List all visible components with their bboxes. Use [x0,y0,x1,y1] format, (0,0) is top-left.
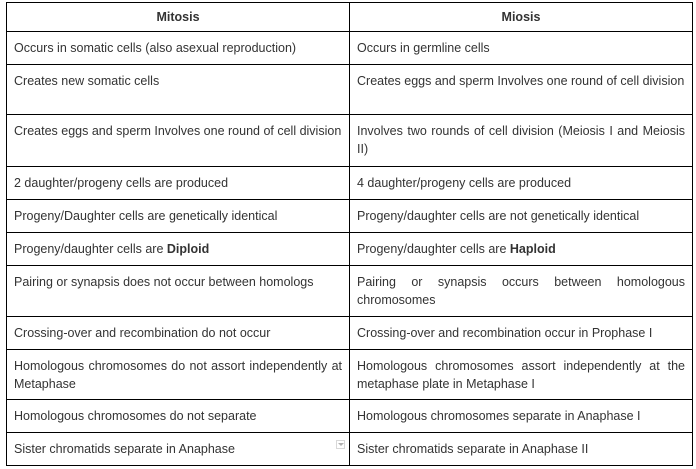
meiosis-cell[interactable]: Pairing or synapsis occurs between homol… [349,265,693,317]
table-row: Homologous chromosomes do not assort ind… [6,349,693,400]
meiosis-cell[interactable]: Crossing-over and recombination occur in… [349,316,693,350]
mitosis-cell[interactable]: Progeny/daughter cells are Diploid [6,232,350,266]
header-row: Mitosis Miosis [6,2,693,32]
table-row: Progeny/Daughter cells are genetically i… [6,199,693,233]
header-mitosis: Mitosis [6,2,350,32]
mitosis-cell[interactable]: 2 daughter/progeny cells are produced [6,166,350,200]
dropdown-arrow-icon[interactable] [336,440,345,449]
mitosis-cell[interactable]: Pairing or synapsis does not occur betwe… [6,265,350,317]
mitosis-cell[interactable]: Progeny/Daughter cells are genetically i… [6,199,350,233]
table-row: Homologous chromosomes do not separate H… [6,399,693,433]
meiosis-cell[interactable]: Occurs in germline cells [349,31,693,65]
meiosis-cell[interactable]: Sister chromatids separate in Anaphase I… [349,432,693,466]
table-row: Pairing or synapsis does not occur betwe… [6,265,693,317]
mitosis-meiosis-comparison-table: Mitosis Miosis Occurs in somatic cells (… [6,2,693,466]
meiosis-cell[interactable]: Progeny/daughter cells are not genetical… [349,199,693,233]
table-row: Sister chromatids separate in Anaphase S… [6,432,693,466]
table-row: Occurs in somatic cells (also asexual re… [6,31,693,65]
meiosis-cell[interactable]: 4 daughter/progeny cells are produced [349,166,693,200]
meiosis-cell[interactable]: Involves two rounds of cell division (Me… [349,114,693,167]
mitosis-cell[interactable]: Crossing-over and recombination do not o… [6,316,350,350]
mitosis-cell[interactable]: Occurs in somatic cells (also asexual re… [6,31,350,65]
table-row: 2 daughter/progeny cells are produced 4 … [6,166,693,200]
mitosis-text: Progeny/daughter cells are [14,242,167,256]
meiosis-cell[interactable]: Homologous chromosomes separate in Anaph… [349,399,693,433]
mitosis-cell[interactable]: Creates eggs and sperm Involves one roun… [6,114,350,167]
meiosis-text: Progeny/daughter cells are [357,242,510,256]
table-row: Creates eggs and sperm Involves one roun… [6,114,693,167]
diploid-label: Diploid [166,242,210,256]
mitosis-text: Sister chromatids separate in Anaphase [14,442,235,456]
table-row: Creates new somatic cells Creates eggs a… [6,64,693,115]
haploid-label: Haploid [509,242,556,256]
meiosis-cell[interactable]: Progeny/daughter cells are Haploid [349,232,693,266]
mitosis-cell[interactable]: Homologous chromosomes do not separate [6,399,350,433]
header-meiosis: Miosis [349,2,693,32]
table-row: Crossing-over and recombination do not o… [6,316,693,350]
meiosis-cell[interactable]: Creates eggs and sperm Involves one roun… [349,64,693,115]
mitosis-cell[interactable]: Creates new somatic cells [6,64,350,115]
table-row: Progeny/daughter cells are Diploid Proge… [6,232,693,266]
mitosis-cell[interactable]: Sister chromatids separate in Anaphase [6,432,350,466]
mitosis-cell[interactable]: Homologous chromosomes do not assort ind… [6,349,350,400]
meiosis-cell[interactable]: Homologous chromosomes assort independen… [349,349,693,400]
